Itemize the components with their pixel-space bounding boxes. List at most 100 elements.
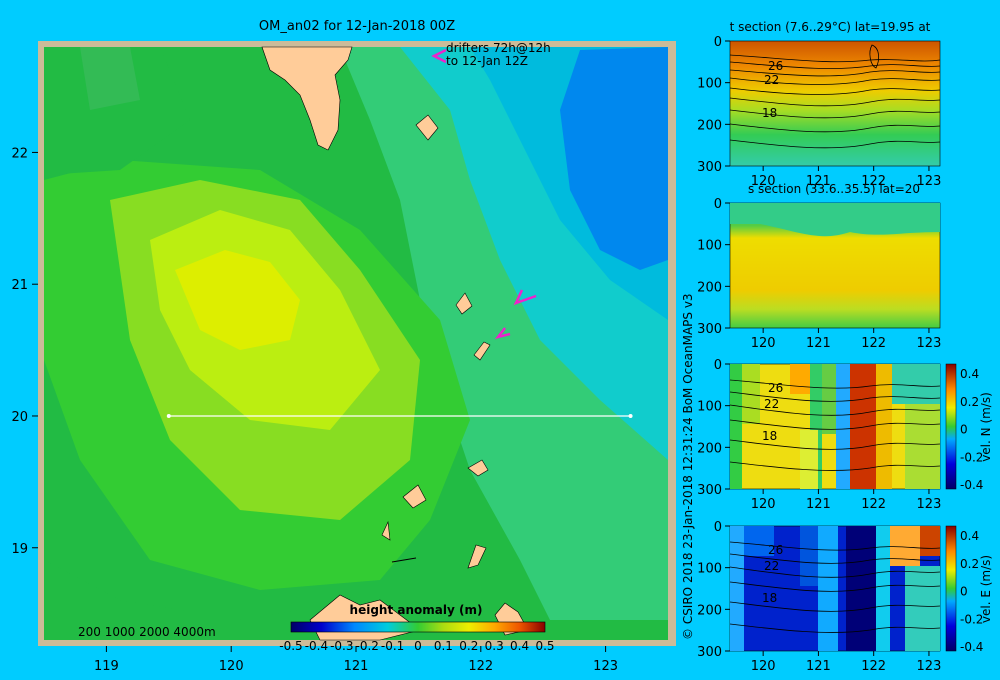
drifter-note-line2: to 12-Jan 12Z [446, 54, 528, 68]
colorbar-tick-label: 0 [414, 639, 422, 653]
section-line [166, 413, 633, 418]
panel-y-tick-label: 300 [697, 160, 722, 175]
colorbar [290, 621, 546, 633]
ve-contour-label-18: 18 [762, 591, 777, 605]
map-x-tick-label: 120 [219, 659, 244, 674]
ve-colorbar-label: vel. E (m/s) [979, 555, 993, 623]
panel-y-tick-label: 100 [697, 400, 722, 415]
velocity-colorbar-tick-label: 0.2 [960, 395, 979, 409]
panel-y-tick-label: 300 [697, 645, 722, 660]
map-y-tick-label: 20 [11, 410, 28, 425]
panel-x-tick-label: 122 [861, 497, 886, 512]
colorbar-tick-label: 0.2 [459, 639, 478, 653]
panel-x-tick-label: 123 [917, 336, 942, 351]
panel-x-tick-label: 123 [917, 659, 942, 674]
vn-section-patches [730, 364, 940, 489]
velocity-colorbar-tick-label: -0.4 [960, 640, 983, 654]
panel-y-tick-label: 0 [714, 358, 722, 373]
section-line-start-dot [166, 413, 171, 418]
panel-y-tick-label: 200 [697, 603, 722, 618]
panel-y-tick-label: 100 [697, 239, 722, 254]
colorbar-tick-label: 0.1 [434, 639, 453, 653]
panel-y-tick-label: 200 [697, 441, 722, 456]
map-y-tick-label: 21 [11, 278, 28, 293]
ve-contour-label-26: 26 [768, 543, 783, 557]
map-x-tick-label: 119 [94, 659, 119, 674]
panel-x-tick-label: 121 [806, 659, 831, 674]
colorbar-tick-label: -0.5 [279, 639, 302, 653]
ve-colorbar [945, 525, 957, 652]
s-section-surface-layer [730, 203, 940, 237]
credit-text: © CSIRO 2018 23-Jan-2018 12:31:24 BoM Oc… [681, 293, 695, 640]
velocity-colorbar-tick-label: 0.2 [960, 557, 979, 571]
map-x-tick-label: 123 [593, 659, 618, 674]
map-title: OM_an02 for 12-Jan-2018 00Z [259, 19, 455, 34]
vn-colorbar [945, 363, 957, 490]
panel-x-tick-label: 122 [861, 336, 886, 351]
t-contour-label-18: 18 [762, 106, 777, 120]
velocity-colorbar-tick-label: -0.2 [960, 612, 983, 626]
map-field [44, 47, 668, 640]
panel-y-tick-label: 0 [714, 35, 722, 50]
velocity-colorbar-tick-label: -0.2 [960, 450, 983, 464]
ve-section-contours [729, 541, 941, 633]
colorbar-tick-label: -0.4 [305, 639, 328, 653]
vn-contour-label-18: 18 [762, 429, 777, 443]
panel-y-tick-label: 0 [714, 520, 722, 535]
velocity-colorbar-tick-label: 0.4 [960, 529, 979, 543]
panel-y-tick-label: 0 [714, 197, 722, 212]
drifter-note-line1: drifters 72h@12h [446, 41, 551, 55]
depth-legend: 200 1000 2000 4000m [78, 625, 216, 639]
t-section-title: t section (7.6..29°C) lat=19.95 at [730, 20, 931, 34]
panel-y-tick-label: 200 [697, 280, 722, 295]
panel-x-tick-label: 121 [806, 336, 831, 351]
colorbar-tick-label: 0.3 [485, 639, 504, 653]
map-y-ticks: 22 21 20 19 [11, 146, 38, 557]
panel-x-tick-label: 122 [861, 659, 886, 674]
panel-x-tick-label: 121 [806, 497, 831, 512]
colorbar-tick-label: -0.2 [355, 639, 378, 653]
t-section-field [729, 40, 941, 167]
colorbar-tick-label: 0.4 [510, 639, 529, 653]
section-line-end-dot [628, 413, 633, 418]
t-contour-label-26: 26 [768, 59, 783, 73]
vn-colorbar-label: vel. N (m/s) [979, 392, 993, 462]
drifter-markers [431, 48, 537, 340]
panel-x-tick-label: 123 [917, 497, 942, 512]
panel-y-tick-label: 100 [697, 562, 722, 577]
velocity-colorbar-tick-label: 0 [960, 585, 968, 599]
panel-x-tick-label: 120 [751, 174, 776, 189]
panel-y-tick-label: 200 [697, 118, 722, 133]
panel-y-tick-label: 300 [697, 483, 722, 498]
panel-x-tick-label: 121 [806, 174, 831, 189]
vn-contour-label-26: 26 [768, 381, 783, 395]
map-x-ticks: 119 120 121 122 123 [94, 646, 618, 674]
velocity-colorbar-tick-label: -0.4 [960, 478, 983, 492]
map-x-tick-label: 122 [468, 659, 493, 674]
map-y-tick-label: 19 [11, 542, 28, 557]
panel-x-tick-label: 120 [751, 497, 776, 512]
vn-section-contours [729, 379, 941, 471]
section-panel-ticks: 120 121 122 123 0 100 200 300 120 121 122 123 0 100 20… [697, 35, 941, 674]
colorbar-label: height anomaly (m) [350, 603, 483, 617]
ve-contour-label-22: 22 [764, 559, 779, 573]
velocity-colorbar-tick-label: 0.4 [960, 367, 979, 381]
panel-x-tick-label: 122 [861, 174, 886, 189]
panel-x-tick-label: 120 [751, 659, 776, 674]
vn-colorbar-ticks: 0.4 0.2 0 -0.2 -0.4 [960, 367, 983, 492]
s-section-title: s section (33.6..35.5) lat=20 [748, 182, 920, 196]
velocity-colorbar-tick-label: 0 [960, 423, 968, 437]
panel-x-tick-label: 123 [917, 174, 942, 189]
t-section-contours [729, 44, 941, 149]
panel-y-tick-label: 100 [697, 77, 722, 92]
vn-contour-label-22: 22 [764, 397, 779, 411]
ve-colorbar-ticks: 0.4 0.2 0 -0.2 -0.4 [960, 529, 983, 654]
colorbar-tick-label: -0.1 [381, 639, 404, 653]
t-contour-label-22: 22 [764, 73, 779, 87]
colorbar-tick-label: -0.3 [330, 639, 353, 653]
map-x-tick-label: 121 [344, 659, 369, 674]
panel-y-tick-label: 300 [697, 322, 722, 337]
colorbar-tick-label: 0.5 [535, 639, 554, 653]
map-y-tick-label: 22 [11, 146, 28, 161]
